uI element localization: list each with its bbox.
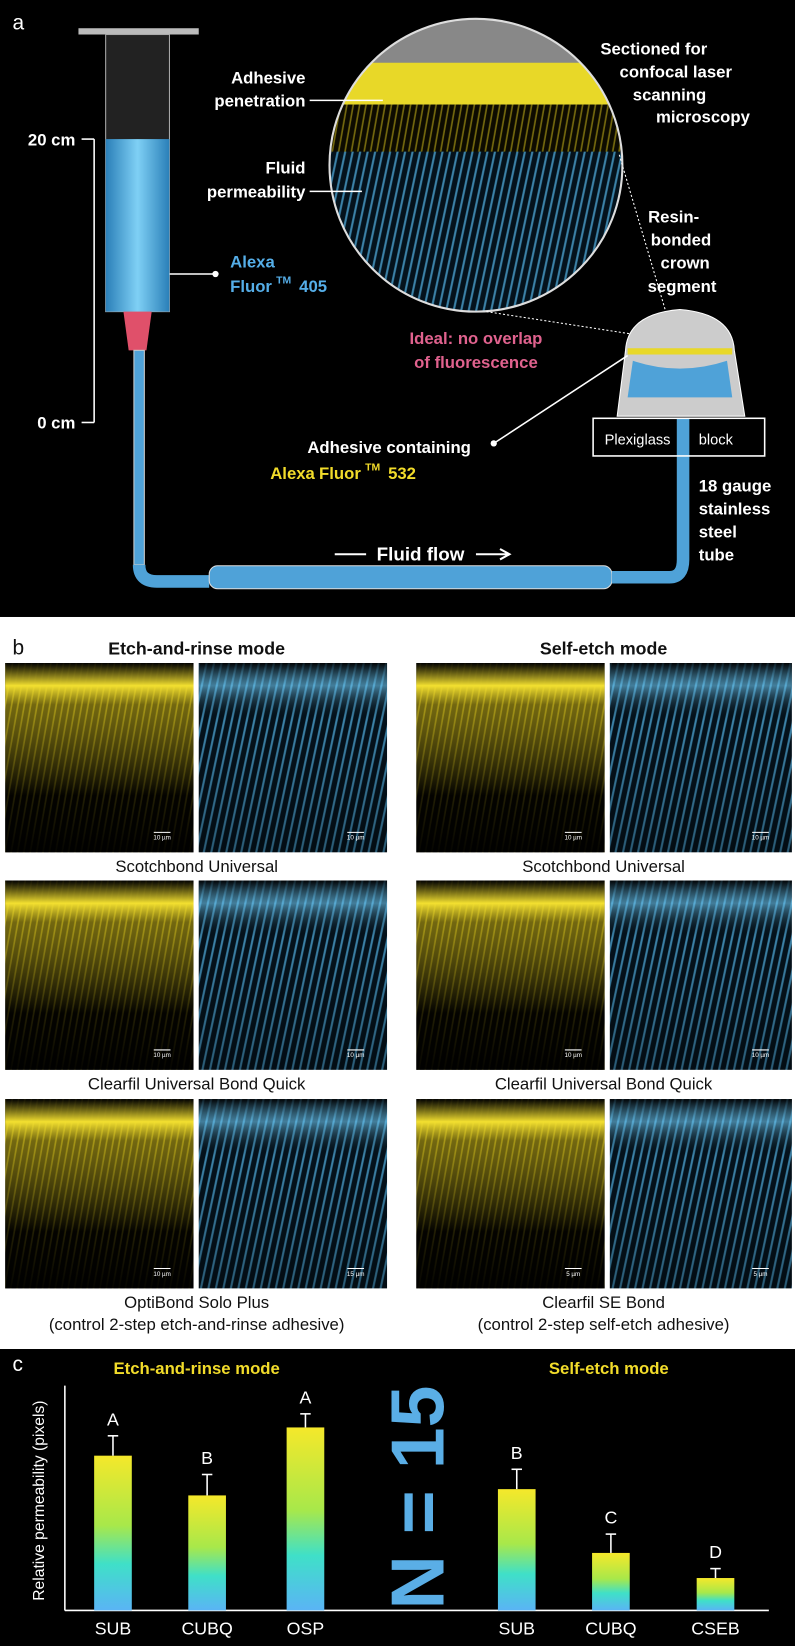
bar (188, 1495, 226, 1610)
scale-bar-label: 10 µm (347, 835, 365, 842)
x-tick-label: CUBQ (181, 1618, 232, 1638)
scale-bar-label: 10 µm (153, 1271, 171, 1278)
label: c (13, 1353, 23, 1376)
caption: (control 2-step etch-and-rinse adhesive) (49, 1315, 345, 1334)
bar (94, 1456, 132, 1611)
bar (287, 1427, 325, 1610)
label: penetration (214, 92, 305, 111)
scale-bar-label: 5 µm (753, 1271, 767, 1278)
label: of fluorescence (414, 353, 538, 372)
label: Etch-and-rinse mode (113, 1359, 279, 1378)
group-letter: A (300, 1387, 312, 1407)
label: confocal laser (620, 62, 733, 81)
label: scanning (633, 85, 706, 104)
group-letter: D (709, 1542, 722, 1562)
micrograph-shade (199, 1099, 387, 1288)
label: tube (699, 546, 734, 565)
label: Adhesive (231, 69, 305, 88)
micrograph-shade (5, 1099, 193, 1288)
label: segment (648, 277, 717, 296)
micrograph-shade (199, 881, 387, 1070)
label: crown (661, 254, 710, 273)
micrograph-shade (5, 663, 193, 852)
group-letter: B (511, 1443, 523, 1463)
label: Alexa (230, 253, 275, 272)
x-tick-label: SUB (498, 1618, 535, 1638)
x-tick-label: OSP (287, 1618, 325, 1638)
label: b (13, 637, 25, 660)
label: 532 (388, 464, 416, 483)
figure: 10 µm 10 µm 10 µm 10 µm Scotchbond Universal… (0, 0, 795, 1646)
label: bonded (651, 231, 711, 250)
caption: Scotchbond Universal (115, 857, 278, 876)
micrograph-shade (610, 1099, 792, 1288)
micrograph-shade (610, 663, 792, 852)
label: microscopy (656, 107, 751, 126)
label: stainless (699, 500, 771, 519)
scale-bar-label: 5 µm (566, 1271, 580, 1278)
micrograph-shade (416, 1099, 604, 1288)
micrograph-shade (416, 881, 604, 1070)
scale-bar-label: 10 µm (564, 835, 582, 842)
scale-bar-label: 10 µm (347, 1052, 365, 1059)
label: TM (365, 463, 380, 474)
label: steel (699, 523, 737, 542)
label: Sectioned for (600, 39, 707, 58)
label: Ideal: no overlap (410, 329, 543, 348)
label: Adhesive containing (307, 438, 471, 457)
x-tick-label: CSEB (691, 1618, 739, 1638)
micrograph-shade (416, 663, 604, 852)
scale-bar-label: 10 µm (752, 1052, 770, 1059)
x-tick-label: SUB (95, 1618, 132, 1638)
micrograph-shade (5, 881, 193, 1070)
label: block (699, 432, 734, 448)
caption: (control 2-step self-etch adhesive) (478, 1315, 730, 1334)
bar (498, 1489, 536, 1610)
group-letter: C (604, 1508, 617, 1528)
label: Relative permeability (pixels) (31, 1400, 48, 1600)
caption: OptiBond Solo Plus (124, 1293, 269, 1312)
caption: Clearfil Universal Bond Quick (495, 1075, 713, 1094)
label: Fluor (319, 464, 361, 483)
group-letter: B (201, 1448, 213, 1468)
x-tick-label: CUBQ (585, 1618, 636, 1638)
label: Etch-and-rinse mode (108, 639, 285, 659)
micrograph-shade (199, 663, 387, 852)
label: TM (276, 275, 291, 286)
scale-bar-label: 10 µm (153, 835, 171, 842)
label: 0 cm (37, 414, 75, 433)
caption: Clearfil SE Bond (542, 1293, 665, 1312)
label: Plexiglass (605, 432, 671, 448)
bar (592, 1553, 630, 1611)
micrograph-shade (610, 881, 792, 1070)
label: Self-etch mode (540, 639, 667, 659)
caption: Clearfil Universal Bond Quick (88, 1075, 306, 1094)
label: Fluor (230, 277, 272, 296)
label: Fluid (266, 159, 306, 178)
label: Self-etch mode (549, 1359, 669, 1378)
label: Resin- (648, 208, 699, 227)
scale-bar-label: 10 µm (752, 835, 770, 842)
label: N = 15 (376, 1386, 460, 1610)
label: 20 cm (28, 130, 75, 149)
caption: Scotchbond Universal (522, 857, 685, 876)
label: Fluid flow (377, 544, 465, 565)
scale-bar-label: 10 µm (564, 1052, 582, 1059)
scale-bar-label: 10 µm (153, 1052, 171, 1059)
label: 405 (299, 277, 327, 296)
label: permeability (207, 183, 306, 202)
label: 18 gauge (699, 477, 771, 496)
label: a (13, 11, 25, 34)
bar (697, 1578, 735, 1610)
label: Alexa (270, 464, 315, 483)
scale-bar-label: 15 µm (347, 1271, 365, 1278)
group-letter: A (107, 1409, 119, 1429)
